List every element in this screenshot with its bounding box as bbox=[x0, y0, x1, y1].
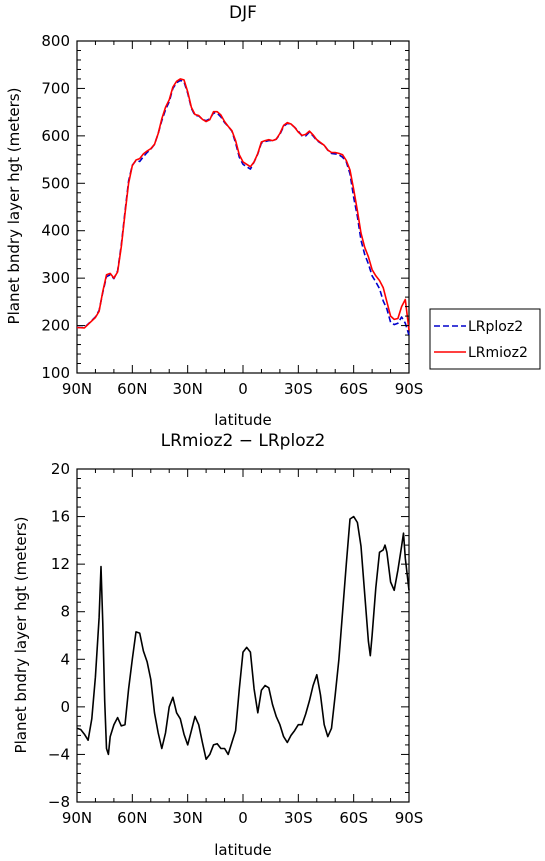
x-tick-label: 60S bbox=[339, 380, 368, 398]
y-tick-label: 300 bbox=[41, 269, 70, 287]
plot-border bbox=[76, 40, 410, 374]
legend-label-lrploz2: LRploz2 bbox=[468, 319, 523, 335]
y-tick-label: 500 bbox=[41, 174, 70, 192]
x-tick-label: 90S bbox=[395, 380, 424, 398]
legend-box bbox=[429, 308, 541, 370]
x-tick-label: 30S bbox=[284, 809, 313, 827]
chart-boundary-layer-height: DJF 90N 60N 30N 0 30S 60S 90S 100 200 300 400 500 60… bbox=[5, 3, 541, 429]
x-tick-label: 0 bbox=[238, 380, 248, 398]
series-line-lrploz2 bbox=[77, 79, 410, 336]
y-tick-label: 600 bbox=[41, 127, 70, 145]
chart-difference: LRmioz2 − LRploz2 90N 60N 30N 0 30S 60S 90S −8 −… bbox=[12, 431, 423, 859]
y-tick-label: −4 bbox=[48, 745, 70, 763]
y-tick-label: 8 bbox=[60, 603, 70, 621]
plot-frame bbox=[76, 468, 410, 803]
y-tick-label: 4 bbox=[60, 650, 70, 668]
x-tick-label: 60S bbox=[339, 809, 368, 827]
chart-title: DJF bbox=[229, 3, 257, 23]
y-tick-label: 20 bbox=[51, 460, 70, 478]
y-tick-label: 200 bbox=[41, 317, 70, 335]
series-line-lrmioz2 bbox=[76, 78, 410, 331]
y-tick-label: 0 bbox=[60, 698, 70, 716]
y-tick-label: 400 bbox=[41, 222, 70, 240]
series-group bbox=[76, 78, 410, 336]
y-tick-label: −8 bbox=[48, 793, 70, 811]
axis-ticks: 90N 60N 30N 0 30S 60S 90S −8 −4 0 4 8 12 16 20 bbox=[48, 460, 423, 827]
y-tick-label: 12 bbox=[51, 555, 70, 573]
plot-border bbox=[76, 468, 410, 803]
y-axis-label: Planet bndry layer hgt (meters) bbox=[5, 88, 23, 325]
x-tick-label: 30N bbox=[173, 380, 203, 398]
y-tick-label: 700 bbox=[41, 79, 70, 97]
plot-frame bbox=[76, 40, 410, 374]
x-axis-label: latitude bbox=[214, 841, 272, 859]
x-tick-label: 30N bbox=[173, 809, 203, 827]
series-group bbox=[76, 515, 410, 760]
y-tick-label: 16 bbox=[51, 508, 70, 526]
y-axis-label: Planet bndry layer hgt (meters) bbox=[12, 517, 30, 754]
chart-title: LRmioz2 − LRploz2 bbox=[161, 431, 326, 451]
x-axis-label: latitude bbox=[214, 411, 272, 429]
legend: LRploz2 LRmioz2 bbox=[429, 308, 541, 370]
axis-ticks: 90N 60N 30N 0 30S 60S 90S 100 200 300 400 500 600 700… bbox=[41, 32, 423, 398]
x-tick-label: 60N bbox=[117, 809, 147, 827]
x-tick-label: 30S bbox=[284, 380, 313, 398]
x-tick-label: 90S bbox=[395, 809, 424, 827]
x-tick-label: 0 bbox=[238, 809, 248, 827]
x-tick-label: 60N bbox=[117, 380, 147, 398]
x-tick-label: 90N bbox=[62, 380, 92, 398]
y-tick-label: 100 bbox=[41, 364, 70, 382]
x-tick-label: 90N bbox=[62, 809, 92, 827]
legend-label-lrmioz2: LRmioz2 bbox=[468, 345, 528, 361]
series-line-difference bbox=[76, 515, 410, 760]
y-tick-label: 800 bbox=[41, 32, 70, 50]
